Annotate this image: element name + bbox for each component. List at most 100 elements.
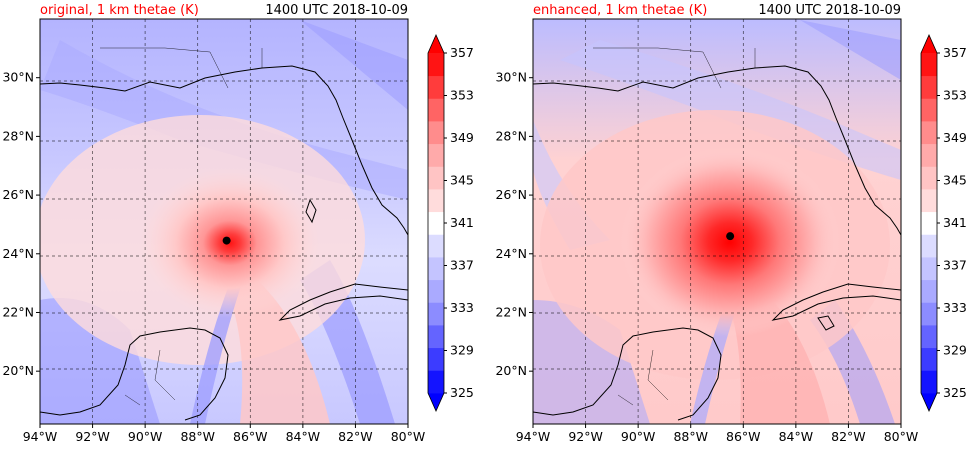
lon-tick-label: 88°W xyxy=(180,429,215,444)
lon-axis: 94°W 92°W 90°W 88°W 86°W 84°W 82°W 80°W xyxy=(516,424,919,444)
lon-tick-label: 94°W xyxy=(23,429,58,444)
lon-tick-label: 84°W xyxy=(286,429,321,444)
panel-title-left: enhanced, 1 km thetae (K) xyxy=(533,3,707,18)
colorbar-segment xyxy=(921,325,937,349)
colorbar-segment xyxy=(428,370,444,394)
lat-tick-label: 26°N xyxy=(2,187,34,202)
colorbar-segment xyxy=(921,53,937,77)
panel-original: original, 1 km thetae (K) 1400 UTC 2018-… xyxy=(2,3,425,444)
borders xyxy=(593,47,756,406)
coastlines xyxy=(40,65,408,421)
colorbar-segment xyxy=(921,257,937,281)
borders xyxy=(100,47,263,406)
panel-title-right: 1400 UTC 2018-10-09 xyxy=(265,3,408,18)
lon-tick-label: 82°W xyxy=(338,429,373,444)
colorbar-tick-label: 333 xyxy=(450,300,474,315)
colorbar-tick-label: 341 xyxy=(943,215,967,230)
lat-axis: 20°N 22°N 24°N 26°N 28°N 30°N xyxy=(2,70,40,378)
colorbar-extend-high xyxy=(428,35,444,53)
colorbar-segment xyxy=(428,98,444,122)
dry-band xyxy=(533,300,650,424)
lon-tick-label: 80°W xyxy=(884,429,919,444)
colorbar-segment xyxy=(428,302,444,326)
lon-tick-label: 86°W xyxy=(233,429,268,444)
lat-tick-label: 30°N xyxy=(2,70,34,85)
lon-tick-label: 92°W xyxy=(568,429,603,444)
panel-title-left: original, 1 km thetae (K) xyxy=(40,3,199,18)
colorbar-segment xyxy=(921,143,937,167)
dry-band xyxy=(40,298,160,424)
lat-tick-label: 22°N xyxy=(2,304,34,319)
lon-tick-label: 90°W xyxy=(621,429,656,444)
map-area xyxy=(40,19,408,424)
lon-tick-label: 92°W xyxy=(75,429,110,444)
panel-title-right: 1400 UTC 2018-10-09 xyxy=(758,3,901,18)
colorbar-segment xyxy=(428,121,444,145)
colorbar-extend-high xyxy=(921,35,937,53)
colorbar-extend-low xyxy=(921,393,937,411)
colorbar-segment xyxy=(921,166,937,190)
colorbar-segment xyxy=(428,325,444,349)
colorbar-segment xyxy=(428,189,444,213)
colorbar-tick-label: 341 xyxy=(450,215,474,230)
lat-tick-label: 30°N xyxy=(495,70,527,85)
storm-center-marker xyxy=(222,236,231,245)
panel-enhanced: enhanced, 1 km thetae (K) 1400 UTC 2018-… xyxy=(495,3,918,444)
lon-tick-label: 94°W xyxy=(516,429,551,444)
map-frame xyxy=(39,18,409,425)
storm-center-marker xyxy=(726,232,735,241)
colorbar-tick-label: 325 xyxy=(450,385,474,400)
colorbar-segment xyxy=(428,75,444,99)
colorbar-segment xyxy=(428,53,444,77)
lat-tick-label: 28°N xyxy=(2,128,34,143)
hurricane-core xyxy=(140,168,320,318)
lon-tick-label: 88°W xyxy=(673,429,708,444)
lat-tick-label: 22°N xyxy=(495,304,527,319)
map-frame xyxy=(532,18,902,425)
colorbar-enhanced: 325 329 333 337 341 345 349 353 357 xyxy=(920,34,967,412)
colorbar-segment xyxy=(428,279,444,303)
gridlines xyxy=(533,19,901,424)
colorbar-tick-label: 353 xyxy=(450,88,474,103)
colorbar-segment xyxy=(428,234,444,258)
colorbar-tick-label: 357 xyxy=(450,45,474,60)
colorbar-segment xyxy=(921,211,937,235)
lat-tick-label: 20°N xyxy=(2,363,34,378)
colorbar-segment xyxy=(921,279,937,303)
colorbar-segment xyxy=(428,166,444,190)
colorbar-segment xyxy=(428,347,444,371)
lat-axis: 20°N 22°N 24°N 26°N 28°N 30°N xyxy=(495,70,533,378)
colorbar-tick-label: 345 xyxy=(943,173,967,188)
colorbar-segment xyxy=(428,143,444,167)
colorbar-extend-low xyxy=(428,393,444,411)
colorbar-segment xyxy=(428,211,444,235)
lon-tick-label: 84°W xyxy=(779,429,814,444)
lat-tick-label: 24°N xyxy=(2,246,34,261)
colorbar-original: 325 329 333 337 341 345 349 353 357 xyxy=(427,34,474,412)
lat-tick-label: 26°N xyxy=(495,187,527,202)
colorbar-tick-label: 325 xyxy=(943,385,967,400)
colorbar-segment xyxy=(921,370,937,394)
colorbar-tick-label: 329 xyxy=(450,343,474,358)
colorbar-segment xyxy=(921,75,937,99)
map-area xyxy=(533,19,901,424)
colorbar-tick-label: 333 xyxy=(943,300,967,315)
coastlines xyxy=(533,65,901,421)
colorbar-segment xyxy=(921,302,937,326)
colorbar-segment xyxy=(921,234,937,258)
colorbar-tick-label: 349 xyxy=(450,130,474,145)
gridlines xyxy=(40,19,408,424)
colorbar-segment xyxy=(921,189,937,213)
lon-tick-label: 82°W xyxy=(831,429,866,444)
lon-tick-label: 90°W xyxy=(128,429,163,444)
colorbar-tick-label: 349 xyxy=(943,130,967,145)
lon-tick-label: 80°W xyxy=(391,429,426,444)
colorbar-tick-label: 329 xyxy=(943,343,967,358)
hurricane-core xyxy=(620,147,840,337)
colorbar-segment xyxy=(428,257,444,281)
colorbar-segment xyxy=(921,347,937,371)
lat-tick-label: 24°N xyxy=(495,246,527,261)
colorbar-tick-label: 353 xyxy=(943,88,967,103)
lon-tick-label: 86°W xyxy=(726,429,761,444)
